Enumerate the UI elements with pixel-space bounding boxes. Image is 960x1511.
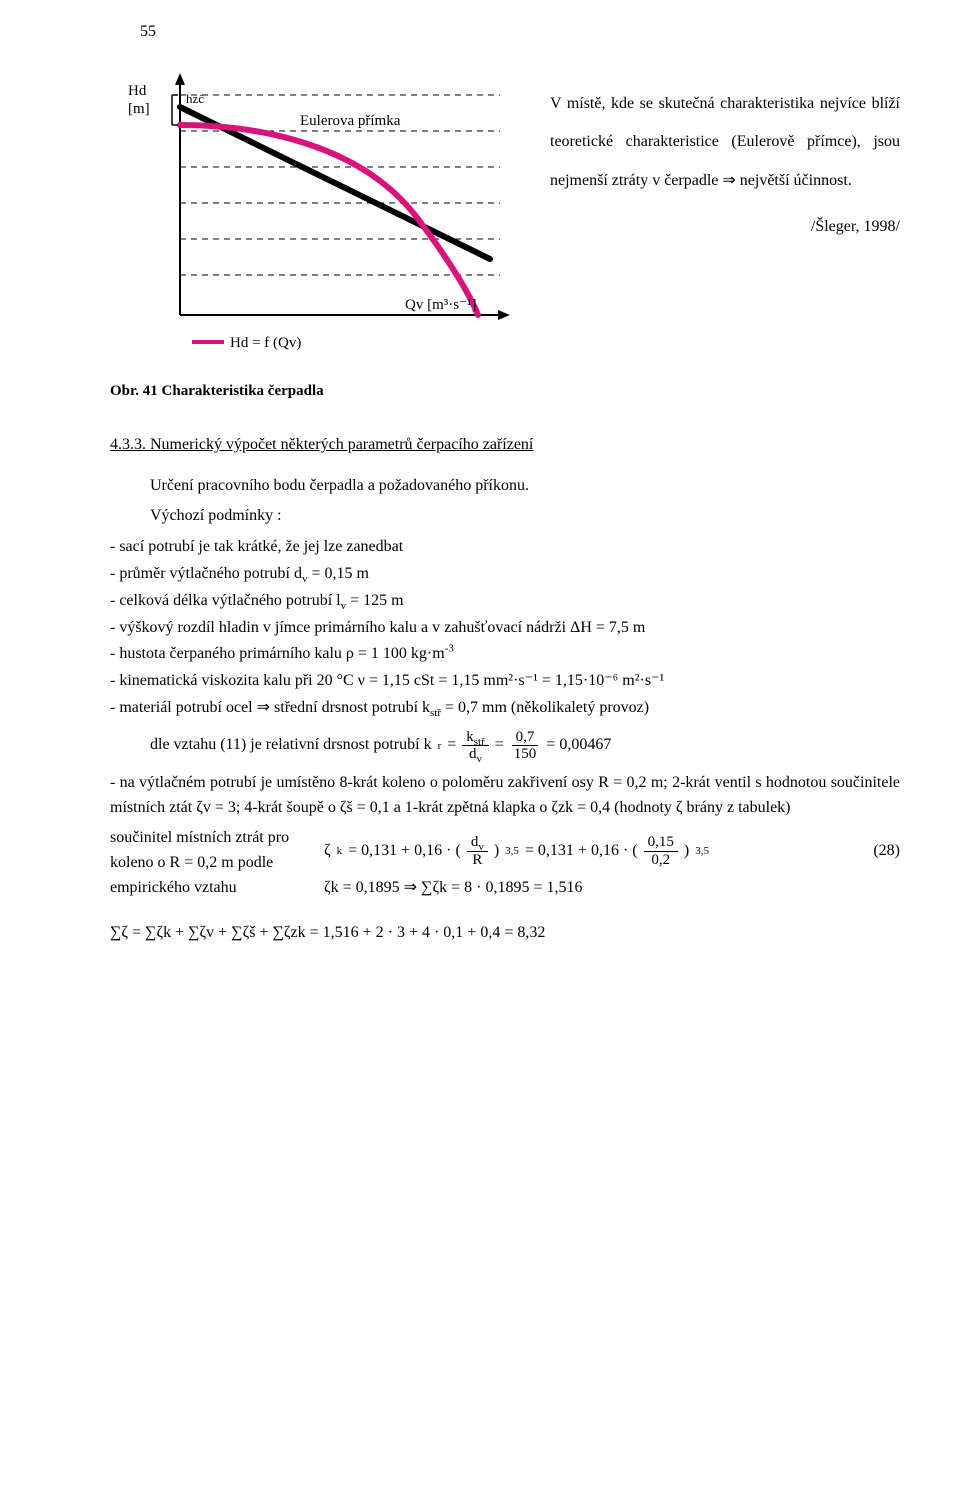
svg-text:hzč: hzč xyxy=(186,91,204,106)
b7-pre: - materiál potrubí ocel ⇒ střední drsnos… xyxy=(110,699,430,716)
k-eq1-e: ) xyxy=(684,839,689,864)
page: 55 Eulerova přímka Hd [m] hzč Qv [m³·s⁻¹] Hd … xyxy=(0,0,960,1012)
bullet-7: - materiál potrubí ocel ⇒ střední drsnos… xyxy=(110,696,900,721)
k-f2-den: 0,2 xyxy=(647,852,674,869)
k-frac1: dv R xyxy=(467,834,488,868)
k-f2-num: 0,15 xyxy=(644,834,678,852)
b7-sub: stř xyxy=(430,707,441,719)
eq-sign1: = xyxy=(495,733,504,758)
b2-post: = 0,15 m xyxy=(307,565,368,582)
euler-chart: Eulerova přímka Hd [m] hzč Qv [m³·s⁻¹] Hd = f… xyxy=(110,55,530,365)
rr-text: dle vztahu (11) je relativní drsnost pot… xyxy=(150,733,432,758)
rr-result: = 0,00467 xyxy=(546,733,611,758)
knee-eq-2: ζk = 0,1895 ⇒ ∑ζk = 8 · 0,1895 = 1,516 xyxy=(324,876,900,901)
k-frac2: 0,15 0,2 xyxy=(644,834,678,868)
rr-f1-den-sub: v xyxy=(477,753,483,765)
k-eq1-d: = 0,131 + 0,16 · ( xyxy=(525,839,638,864)
k-eq1-a: ζ xyxy=(324,839,331,864)
equation-number: (28) xyxy=(843,839,900,864)
rr-frac2: 0,7 150 xyxy=(510,729,541,763)
rr-f2-den: 150 xyxy=(510,746,541,763)
b3-pre: - celková délka výtlačného potrubí l xyxy=(110,592,341,609)
rr-f1-num: k xyxy=(466,729,474,745)
b5-pre: - hustota čerpaného primárního kalu ρ = … xyxy=(110,645,445,662)
figure-caption: Obr. 41 Charakteristika čerpadla xyxy=(110,380,530,403)
b3-post: = 125 m xyxy=(346,592,403,609)
intro-line-2: Výchozí podmínky : xyxy=(110,504,900,529)
svg-text:Hd = f (Qv): Hd = f (Qv) xyxy=(230,335,301,351)
bullet-4: - výškový rozdíl hladin v jímce primární… xyxy=(110,616,900,641)
bullet-5: - hustota čerpaného primárního kalu ρ = … xyxy=(110,642,900,667)
svg-text:[m]: [m] xyxy=(128,101,150,117)
b5-sup: -3 xyxy=(445,643,454,655)
rr-eqmid: = xyxy=(447,733,456,758)
knee-left-col: součinitel místních ztrát pro koleno o R… xyxy=(110,826,310,900)
rr-f1-den: d xyxy=(469,746,477,762)
page-number: 55 xyxy=(110,20,900,45)
svg-text:Hd: Hd xyxy=(128,83,147,99)
knee-right-col: ζk = 0,131 + 0,16 · ( dv R )3,5 = 0,131 … xyxy=(324,826,900,909)
reference: /Šleger, 1998/ xyxy=(550,208,900,246)
fittings-paragraph: - na výtlačném potrubí je umístěno 8-krá… xyxy=(110,771,900,821)
knee-block: součinitel místních ztrát pro koleno o R… xyxy=(110,826,900,909)
bullet-1: - sací potrubí je tak krátké, že jej lze… xyxy=(110,535,900,560)
k-eq1-b: = 0,131 + 0,16 · ( xyxy=(348,839,461,864)
k-eq1-c: ) xyxy=(494,839,499,864)
knee-eq-1: ζk = 0,131 + 0,16 · ( dv R )3,5 = 0,131 … xyxy=(324,834,900,868)
bullet-2: - průměr výtlačného potrubí dv = 0,15 m xyxy=(110,562,900,587)
intro-line-1: Určení pracovního bodu čerpadla a požado… xyxy=(110,474,900,499)
bullet-3: - celková délka výtlačného potrubí lv = … xyxy=(110,589,900,614)
top-row: Eulerova přímka Hd [m] hzč Qv [m³·s⁻¹] Hd = f… xyxy=(110,55,900,423)
knee-left-1: součinitel místních ztrát pro xyxy=(110,826,310,851)
knee-left-2: koleno o R = 0,2 m podle xyxy=(110,851,310,876)
rr-frac1: kstř dv xyxy=(462,729,489,763)
svg-text:Qv [m³·s⁻¹]: Qv [m³·s⁻¹] xyxy=(405,297,476,313)
rr-f2-num: 0,7 xyxy=(512,729,539,747)
b7-post: = 0,7 mm (několikaletý provoz) xyxy=(441,699,649,716)
b2-pre: - průměr výtlačného potrubí d xyxy=(110,565,302,582)
chart-container: Eulerova přímka Hd [m] hzč Qv [m³·s⁻¹] Hd = f… xyxy=(110,55,530,423)
top-right-text: V místě, kde se skutečná charakteristika… xyxy=(550,55,900,253)
bullet-6: - kinematická viskozita kalu při 20 °C ν… xyxy=(110,669,900,694)
relative-roughness-eq: dle vztahu (11) je relativní drsnost pot… xyxy=(150,729,900,763)
k-f1-den: R xyxy=(468,852,486,869)
knee-left-3: empirického vztahu xyxy=(110,876,310,901)
svg-text:Eulerova přímka: Eulerova přímka xyxy=(300,113,401,129)
intro-paragraph: V místě, kde se skutečná charakteristika… xyxy=(550,85,900,200)
sum-line: ∑ζ = ∑ζk + ∑ζv + ∑ζš + ∑ζzk = 1,516 + 2 … xyxy=(110,921,900,946)
section-heading: 4.3.3. Numerický výpočet některých param… xyxy=(110,433,900,458)
